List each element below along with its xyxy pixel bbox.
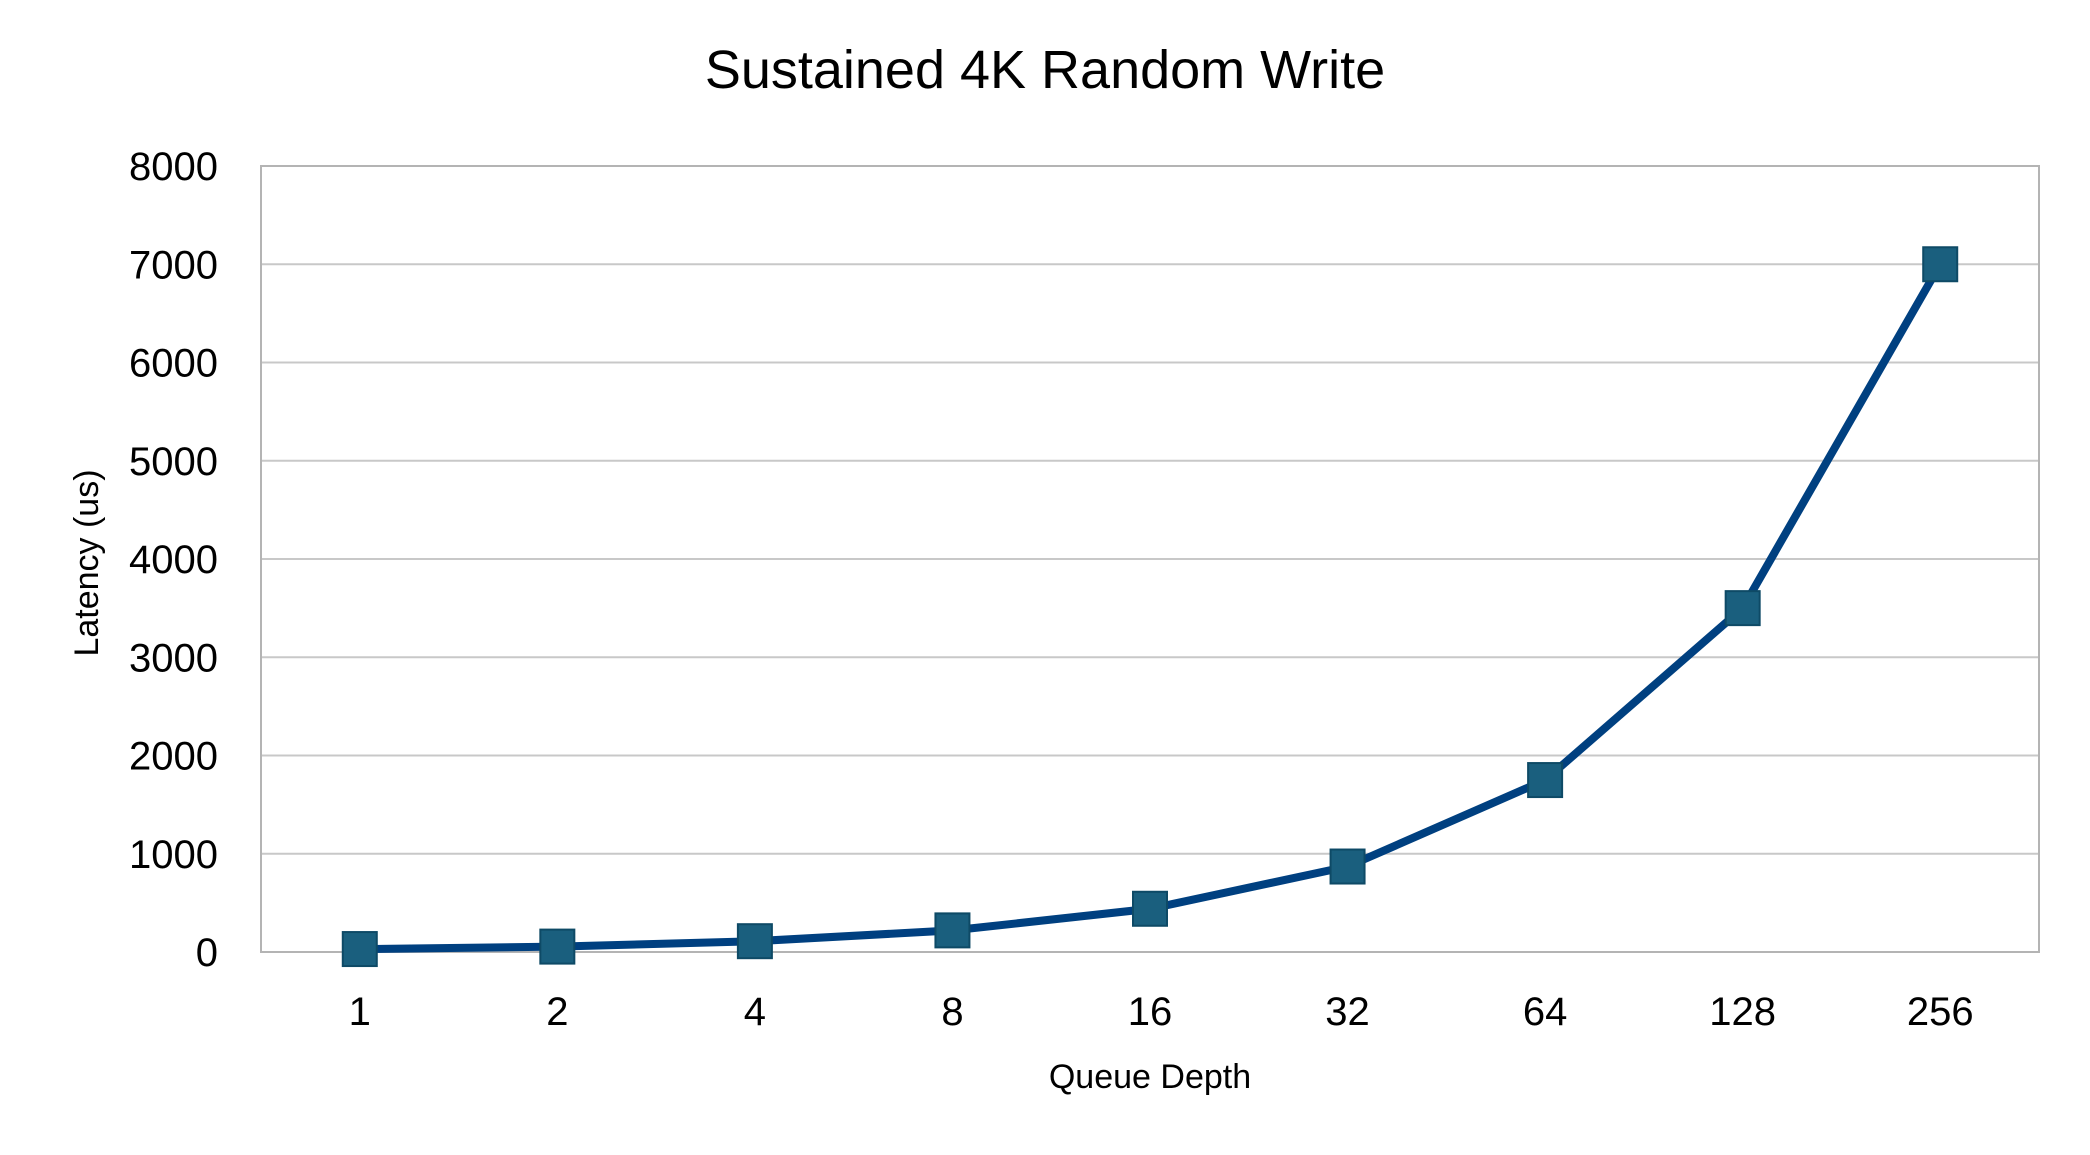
x-tick-label: 1	[349, 990, 371, 1034]
data-point-marker	[1724, 590, 1761, 627]
x-axis-ticks: 1 2 4 8 16 32 64 128 256	[349, 990, 1974, 1034]
y-tick-label: 1000	[129, 833, 218, 877]
data-point-marker	[1132, 890, 1168, 927]
y-tick-label: 2000	[129, 735, 218, 779]
y-tick-label: 4000	[129, 538, 218, 582]
series-layer	[341, 246, 1959, 968]
y-axis-ticks: 0 1000 2000 3000 4000 5000 6000 7000 8000	[129, 145, 218, 975]
x-tick-label: 256	[1907, 990, 1974, 1034]
y-axis-title: Latency (us)	[68, 469, 106, 656]
x-tick-label: 8	[941, 990, 963, 1034]
x-tick-label: 32	[1325, 990, 1370, 1034]
chart-title: Sustained 4K Random Write	[705, 40, 1385, 100]
y-tick-label: 7000	[129, 243, 218, 287]
x-tick-label: 128	[1709, 990, 1776, 1034]
x-axis-title: Queue Depth	[1049, 1058, 1251, 1096]
x-tick-label: 64	[1523, 990, 1568, 1034]
y-tick-label: 0	[196, 931, 218, 975]
data-point-marker	[1922, 246, 1959, 283]
y-tick-label: 8000	[129, 145, 218, 189]
data-point-marker	[934, 912, 971, 949]
y-tick-label: 3000	[129, 636, 218, 680]
data-point-marker	[1329, 848, 1366, 885]
series-line	[355, 260, 1945, 954]
x-tick-label: 16	[1128, 990, 1173, 1034]
data-point-marker	[1527, 762, 1564, 799]
y-tick-label: 5000	[129, 440, 218, 484]
y-tick-label: 6000	[129, 342, 218, 386]
plot-area-frame	[260, 165, 2040, 953]
x-tick-label: 2	[546, 990, 568, 1034]
data-point-marker	[736, 923, 773, 960]
data-point-marker	[539, 928, 576, 965]
x-tick-label: 4	[744, 990, 766, 1034]
data-point-marker	[341, 931, 378, 968]
